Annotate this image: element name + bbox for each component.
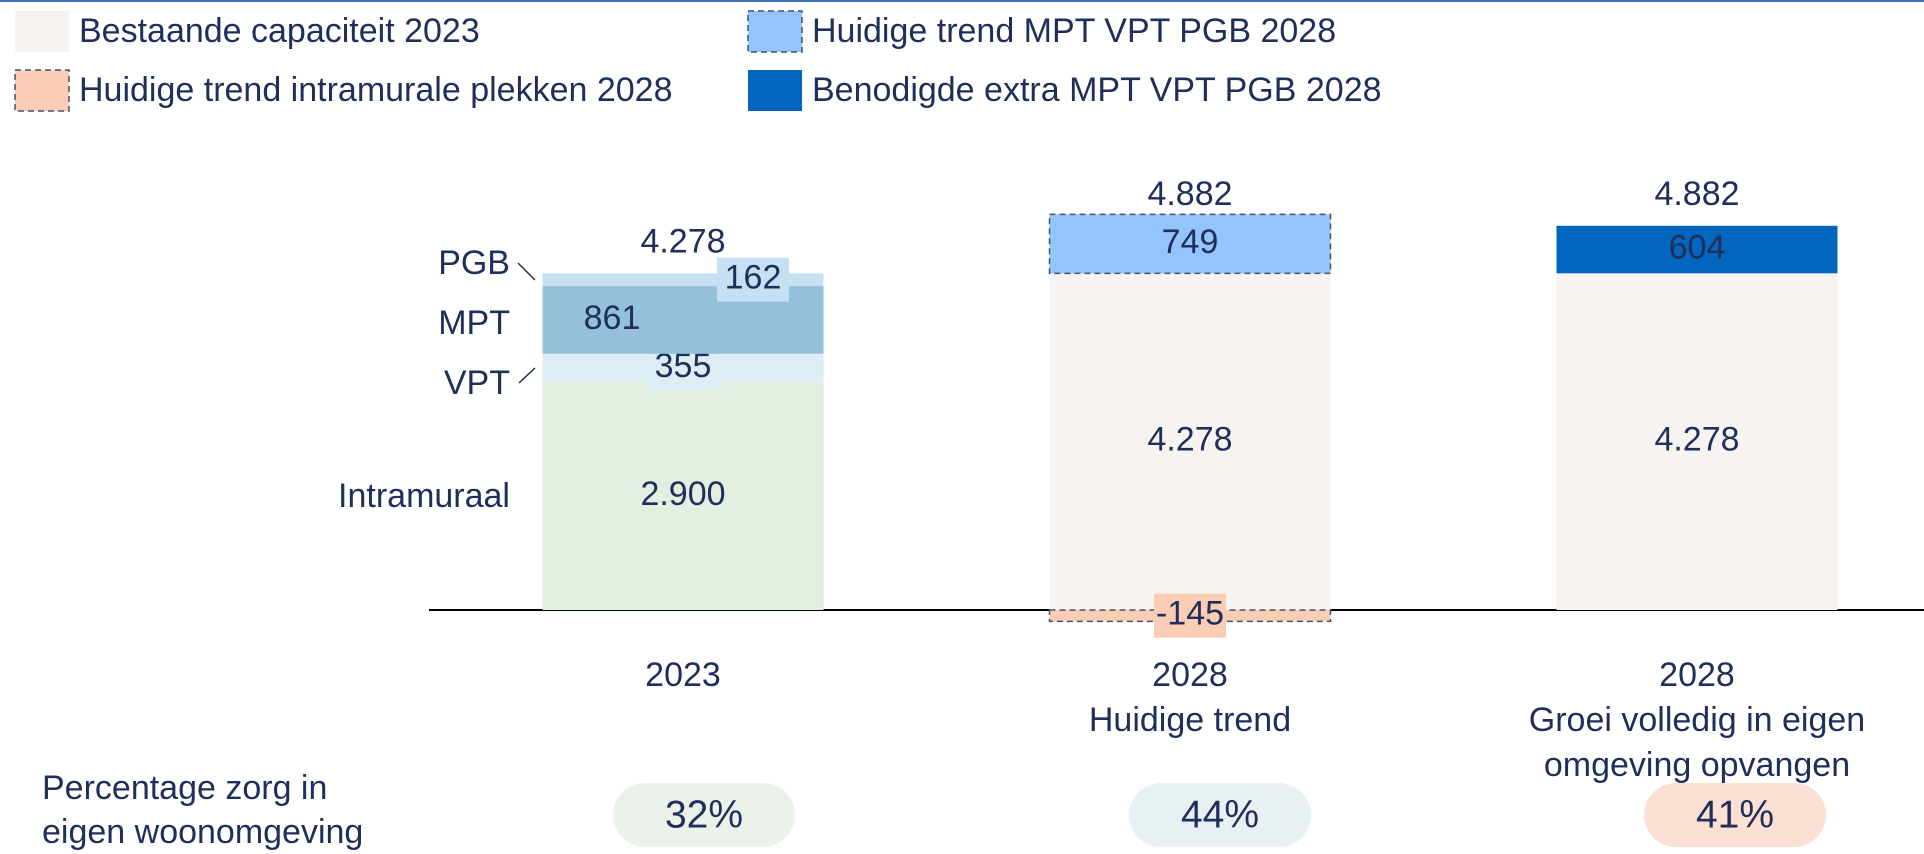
segment-name: MPT [438,304,510,342]
leader-line [517,262,536,281]
bar-segment [1048,213,1332,275]
percentage-pill [1129,783,1311,847]
category-label: Huidige trend [1089,701,1291,739]
segment-name: Intramuraal [338,477,510,515]
percentage-pill [1644,783,1826,847]
category-label: 2028 [1659,656,1735,694]
legend-swatch [748,70,802,111]
label-background [717,257,789,302]
legend-swatch [14,69,70,112]
bar-segment [1049,273,1331,610]
footer-label: Percentage zorg in [42,769,327,807]
segment-label: 4.278 [1654,421,1739,459]
segment-label: 162 [725,259,782,297]
bar-segment [1556,225,1838,274]
leader-line [518,367,536,384]
percentage-label: 41% [1696,793,1774,836]
legend-label: Bestaande capaciteit 2023 [79,12,480,50]
segment-label: 749 [1162,223,1219,261]
legend-label: Huidige trend intramurale plekken 2028 [79,71,672,109]
category-label: omgeving opvangen [1544,746,1850,784]
total-label: 4.882 [1147,175,1232,213]
percentage-label: 32% [665,793,743,836]
percentage-label: 44% [1181,793,1259,836]
footer-label: eigen woonomgeving [42,813,363,851]
category-label: 2028 [1152,656,1228,694]
total-label: 4.882 [1654,175,1739,213]
category-label: Groei volledig in eigen [1529,701,1865,739]
segment-label: 4.278 [1147,421,1232,459]
segment-label: -145 [1156,595,1224,633]
bar-segment [542,381,824,610]
total-label: 4.278 [640,222,725,260]
label-background [1154,593,1226,638]
segment-name: PGB [438,244,510,282]
legend-label: Huidige trend MPT VPT PGB 2028 [812,12,1336,50]
segment-label: 2.900 [640,475,725,513]
legend-label: Benodigde extra MPT VPT PGB 2028 [812,71,1382,109]
legend-swatch [747,10,803,53]
category-label: 2023 [645,656,721,694]
percentage-pill [613,783,795,847]
segment-name: VPT [444,364,510,402]
segment-label: 861 [584,299,641,337]
legend-swatch [15,11,69,52]
bar-segment [1556,273,1838,610]
segment-label: 604 [1669,229,1726,267]
